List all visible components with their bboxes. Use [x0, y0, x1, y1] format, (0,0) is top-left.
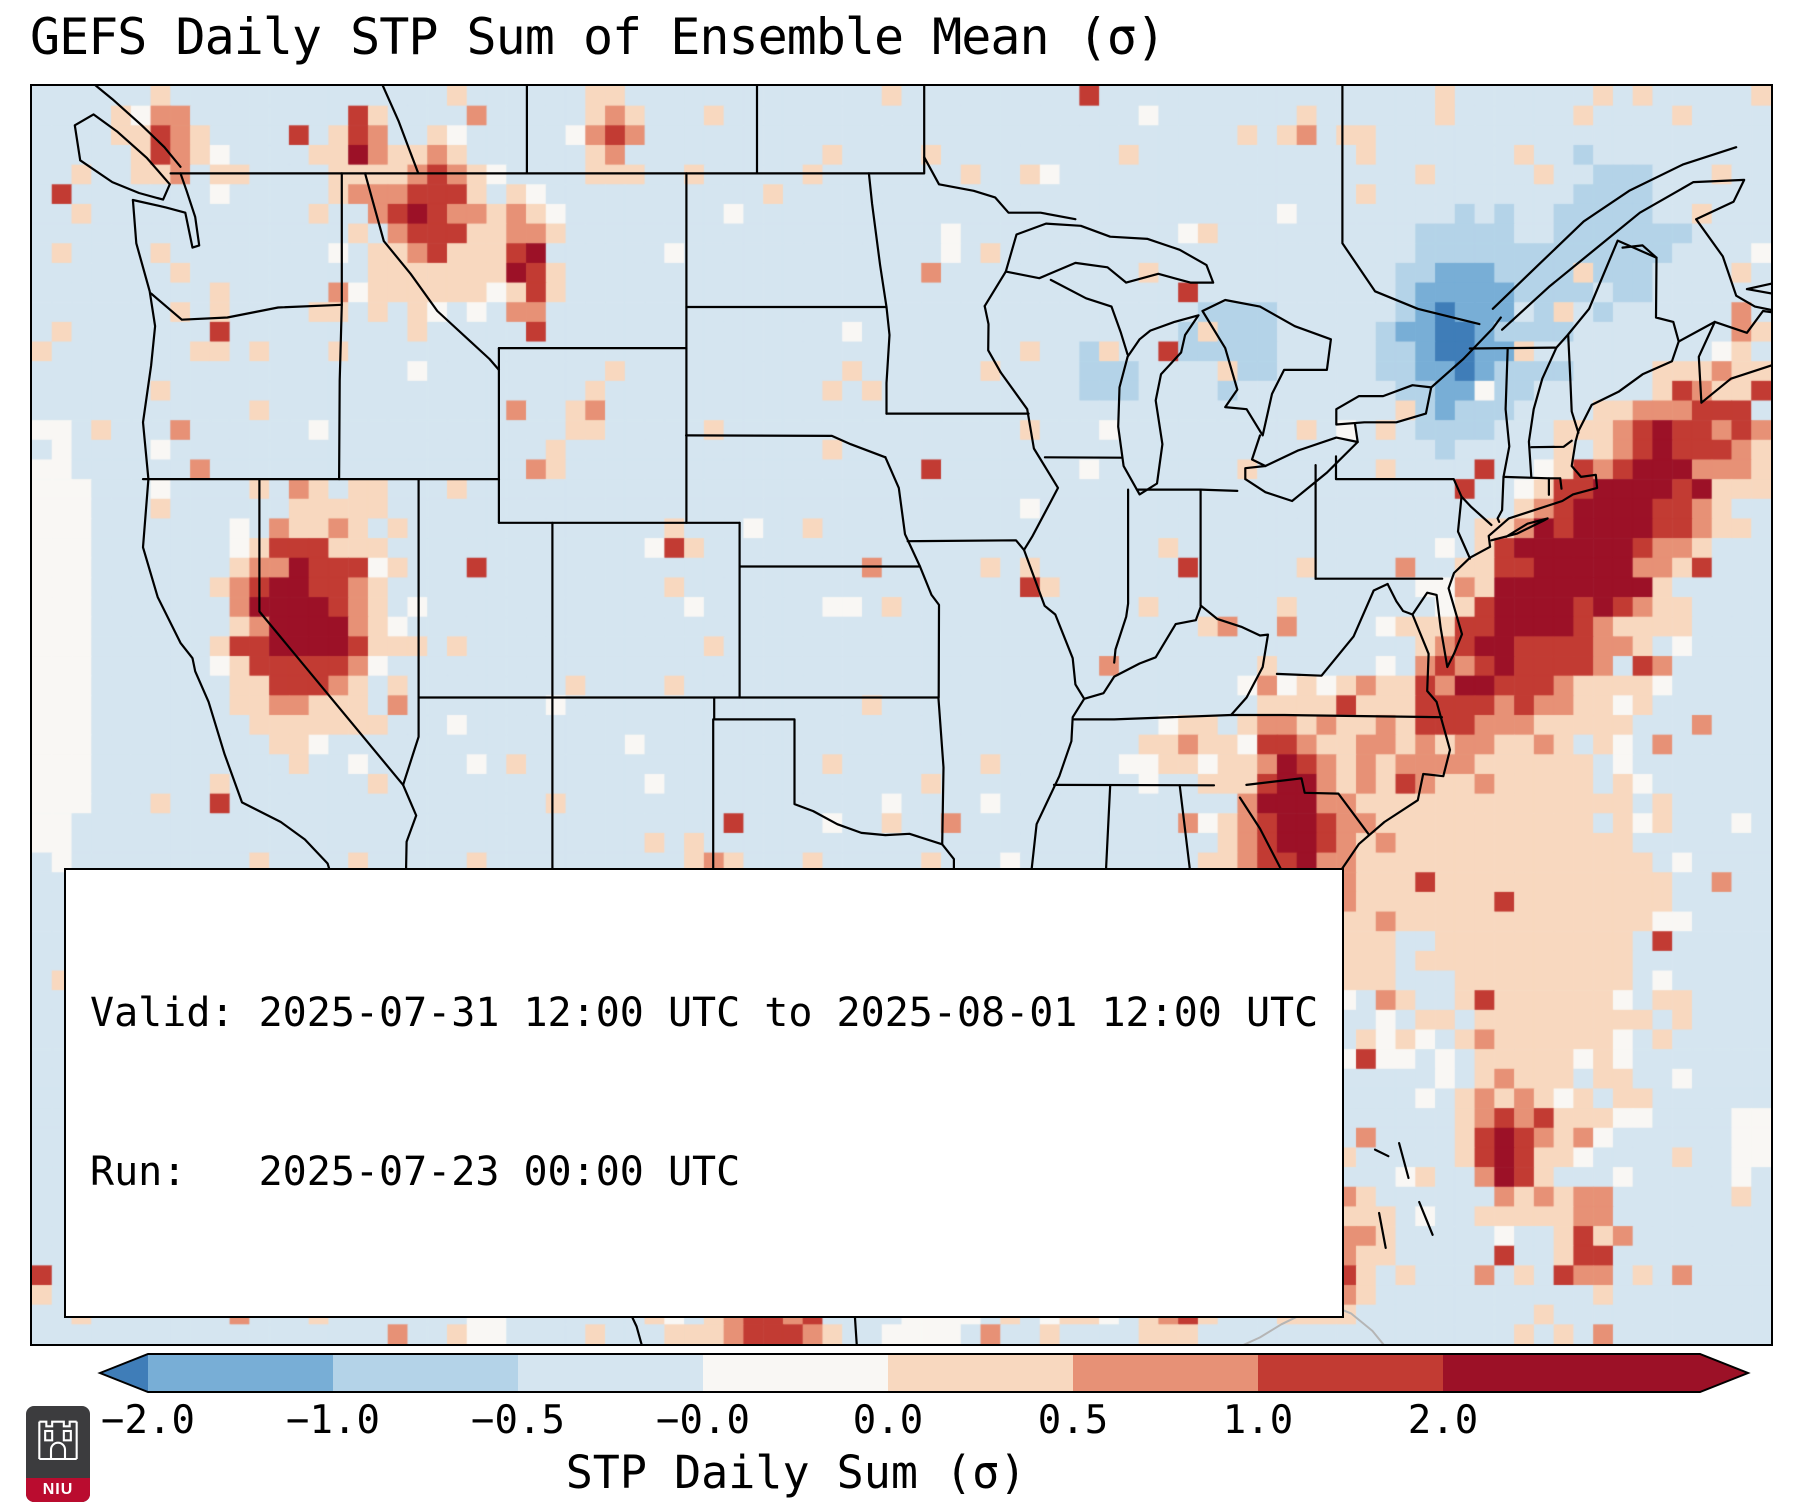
colorbar-tick-label: −1.0: [286, 1398, 380, 1443]
colorbar-tick-label: −0.0: [656, 1398, 750, 1443]
niu-logo: NIU: [26, 1406, 90, 1502]
niu-logo-text: NIU: [26, 1478, 90, 1502]
validity-info-box: Valid: 2025-07-31 12:00 UTC to 2025-08-0…: [64, 867, 1345, 1318]
run-time-line: Run: 2025-07-23 00:00 UTC: [90, 1148, 741, 1195]
plot-title: GEFS Daily STP Sum of Ensemble Mean (σ): [30, 8, 1166, 66]
colorbar-tick-label: −0.5: [471, 1398, 565, 1443]
colorbar-tick-label: 1.0: [1222, 1398, 1294, 1443]
valid-time-line: Valid: 2025-07-31 12:00 UTC to 2025-08-0…: [90, 990, 1319, 1037]
colorbar-tick-label: 0.5: [1037, 1398, 1109, 1443]
map-borders-overlay: [73, 86, 1771, 1344]
map-frame: Valid: 2025-07-31 12:00 UTC to 2025-08-0…: [30, 84, 1773, 1346]
colorbar: [97, 1353, 1751, 1393]
colorbar-tick-label: 2.0: [1407, 1398, 1479, 1443]
colorbar-label: STP Daily Sum (σ): [565, 1446, 1027, 1499]
colorbar-tick-label: 0.0: [852, 1398, 924, 1443]
colorbar-tick-label: −2.0: [101, 1398, 195, 1443]
castle-icon: [38, 1420, 78, 1461]
